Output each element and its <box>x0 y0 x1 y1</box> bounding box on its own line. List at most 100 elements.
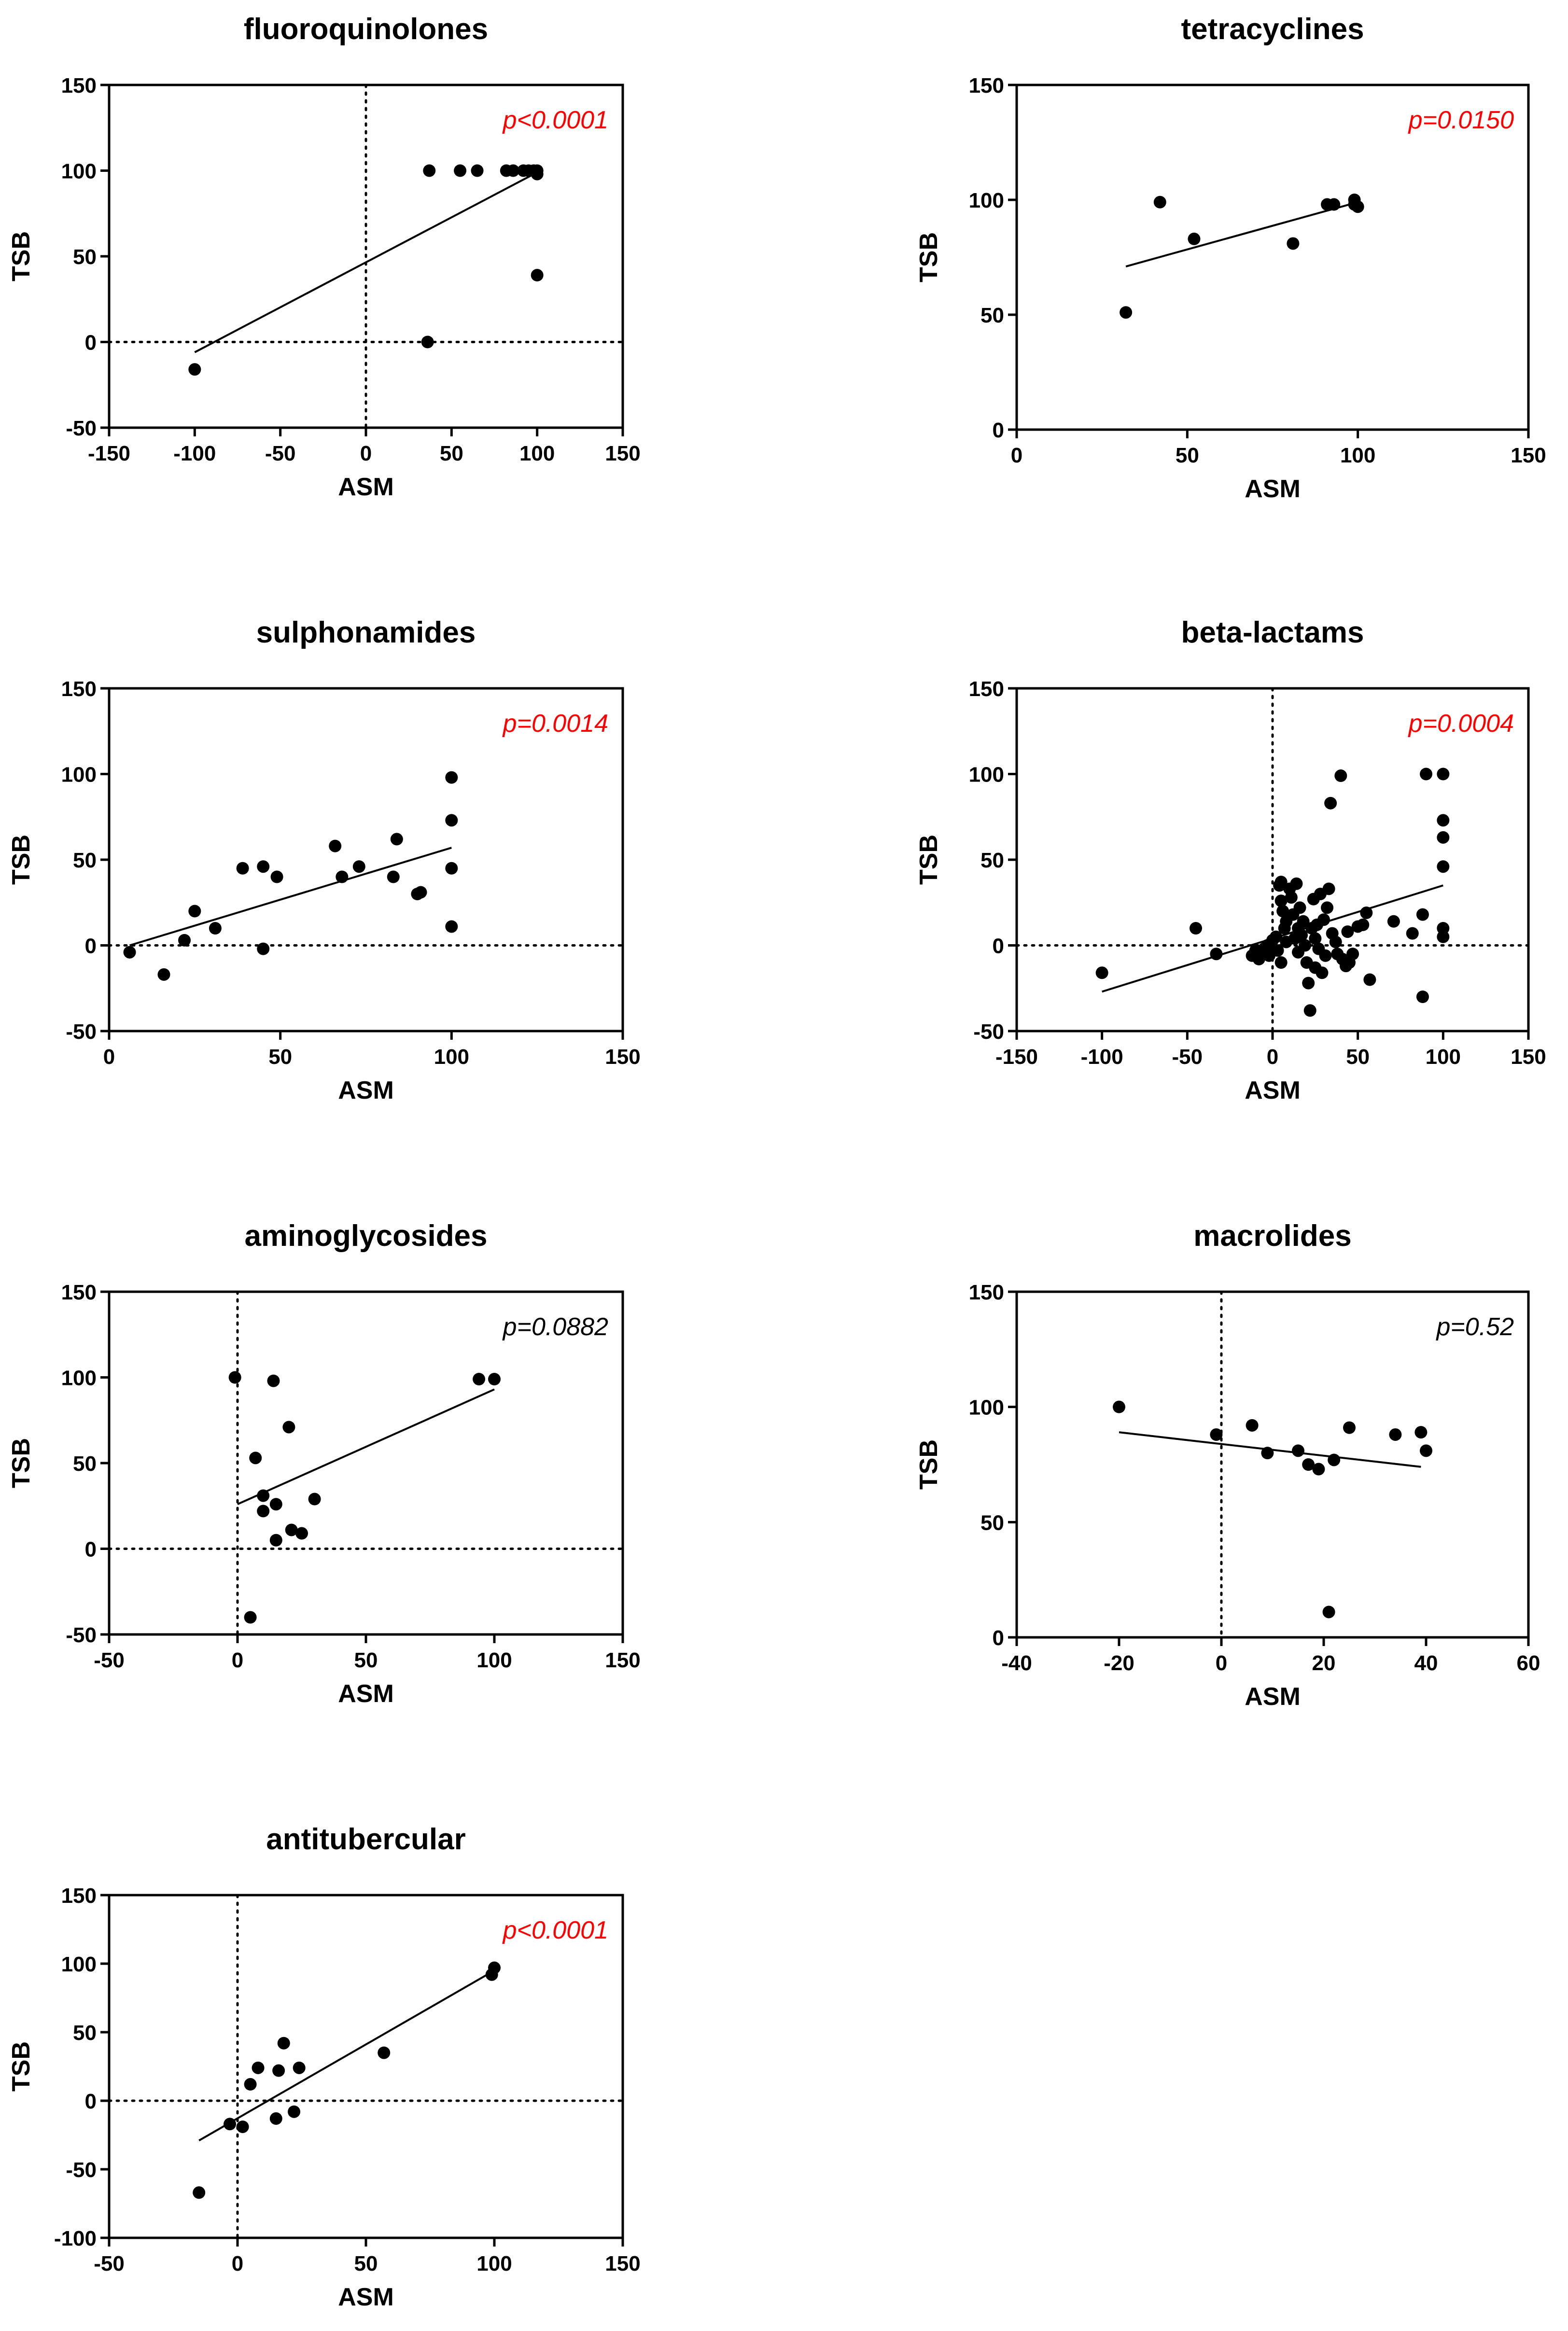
x-axis-label: ASM <box>338 1076 394 1104</box>
data-point <box>1292 1444 1304 1457</box>
data-point <box>1406 927 1419 940</box>
data-point <box>531 269 544 282</box>
x-tick-label: 150 <box>605 442 640 465</box>
trend-line <box>198 1969 495 2142</box>
y-tick-label: 100 <box>61 1953 97 1976</box>
data-point <box>293 2061 306 2074</box>
y-tick-label: 0 <box>85 331 97 355</box>
x-tick-label: 40 <box>1414 1651 1438 1675</box>
x-tick-label: 150 <box>605 1045 640 1069</box>
p-value-label: p=0.0004 <box>1408 710 1514 738</box>
y-tick-label: 0 <box>85 2090 97 2113</box>
data-point <box>1299 939 1312 952</box>
y-axis-label: TSB <box>7 2041 35 2092</box>
data-point <box>308 1493 321 1506</box>
x-tick-label: 50 <box>1346 1045 1370 1069</box>
data-point <box>236 2120 249 2133</box>
y-axis-label: TSB <box>915 1439 943 1490</box>
data-point <box>269 1498 282 1511</box>
data-point <box>1113 1400 1125 1413</box>
data-point <box>1210 948 1223 961</box>
trend-line <box>1125 201 1358 267</box>
data-point <box>285 1523 298 1536</box>
x-tick-label: 0 <box>1267 1045 1278 1069</box>
data-point <box>270 870 283 883</box>
x-tick-label: 50 <box>354 2252 378 2275</box>
y-tick-label: -50 <box>66 1623 97 1647</box>
x-axis-label: ASM <box>338 473 394 501</box>
p-value-label: p=0.52 <box>1436 1313 1514 1341</box>
data-point <box>188 363 201 376</box>
data-point <box>1303 1004 1316 1017</box>
x-tick-label: -50 <box>94 2252 125 2275</box>
x-tick-label: 150 <box>605 1648 640 1672</box>
data-point <box>445 862 458 875</box>
data-point <box>123 946 136 959</box>
y-tick-label: 0 <box>993 935 1004 958</box>
data-point <box>1246 1419 1259 1432</box>
data-point <box>488 1961 501 1974</box>
data-point <box>1317 913 1330 926</box>
data-point <box>1357 918 1370 931</box>
data-point <box>445 771 458 784</box>
data-point <box>1287 237 1300 250</box>
data-point <box>1329 935 1342 949</box>
data-point <box>421 335 434 349</box>
data-point <box>257 1505 270 1518</box>
chart-panel-antitubercular: antitubercular-50 0 50 100 150-100-500501001… <box>7 1823 641 2311</box>
x-tick-label: 50 <box>354 1648 378 1672</box>
data-point <box>1324 796 1337 810</box>
data-point <box>1416 908 1429 921</box>
data-point <box>352 860 365 873</box>
data-point <box>1274 876 1288 889</box>
data-point <box>1437 768 1450 781</box>
p-value-label: p=0.0150 <box>1408 106 1514 134</box>
chart-panel-macrolides: macrolides -40 -20 0 20 40 60 0 50 100 150 ASM TSB p=… <box>915 1219 1540 1711</box>
y-tick-label: 50 <box>980 849 1004 872</box>
data-point <box>378 2046 391 2059</box>
x-axis-label: ASM <box>1245 1683 1301 1711</box>
y-tick-label: 0 <box>85 935 97 958</box>
x-tick-label: 100 <box>476 2252 512 2275</box>
data-point <box>257 1489 270 1502</box>
data-point <box>1188 232 1201 245</box>
data-point <box>1293 901 1306 914</box>
data-point <box>390 833 403 846</box>
y-tick-label: 100 <box>969 189 1004 212</box>
x-axis-label: ASM <box>1245 475 1301 503</box>
data-point <box>1334 769 1347 782</box>
p-value-label: p=0.0014 <box>502 710 608 738</box>
chart-title: antitubercular <box>266 1823 465 1856</box>
trend-line <box>129 847 452 947</box>
y-tick-label: -50 <box>66 2158 97 2182</box>
x-axis-label: ASM <box>1245 1076 1301 1104</box>
y-tick-label: 150 <box>61 1281 97 1304</box>
x-tick-label: -50 <box>1172 1045 1203 1069</box>
x-axis-label: ASM <box>338 2283 394 2311</box>
data-point <box>1190 922 1202 935</box>
data-point <box>1416 991 1429 1003</box>
plot-frame <box>1015 1290 1530 1639</box>
y-axis-label: TSB <box>7 1438 35 1488</box>
x-tick-label: 0 <box>103 1045 115 1069</box>
data-point <box>1276 905 1289 918</box>
data-point <box>244 1611 257 1624</box>
y-tick-label: -100 <box>54 2227 97 2250</box>
x-tick-label: 150 <box>1511 1045 1546 1069</box>
data-point <box>471 164 484 177</box>
chart-panel-beta-lactams: beta-lactams -150 -100 -50 0 50 100 150 -50 0 50 10… <box>915 616 1546 1104</box>
x-tick-label: 50 <box>268 1045 292 1069</box>
x-tick-label: 50 <box>440 442 463 465</box>
data-point <box>1437 930 1450 943</box>
data-point <box>1420 768 1432 781</box>
y-tick-label: 50 <box>980 1511 1004 1535</box>
data-point <box>1297 915 1310 928</box>
y-tick-label: 100 <box>61 1367 97 1390</box>
x-tick-label: 100 <box>476 1648 512 1672</box>
y-tick-label: -50 <box>66 1020 97 1044</box>
data-point <box>272 2064 285 2077</box>
data-point <box>1270 930 1283 943</box>
y-axis-label: TSB <box>915 835 943 885</box>
chart-title: beta-lactams <box>1181 616 1364 649</box>
